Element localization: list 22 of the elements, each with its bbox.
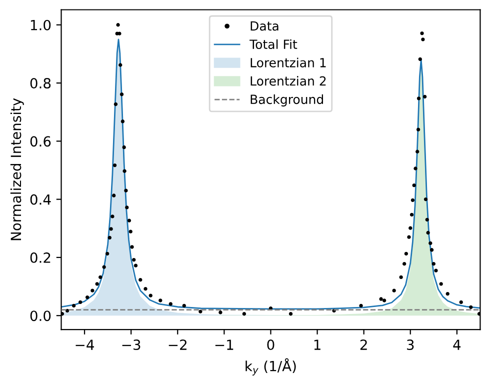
legend-label: Lorentzian 1 — [250, 58, 326, 68]
y-tick-label: 0.6 — [30, 136, 51, 147]
y-tick-label: 0.0 — [30, 310, 51, 322]
x-tick-label: 1 — [314, 340, 320, 350]
legend-label: Total Fit — [250, 39, 298, 50]
x-tick-label: 0 — [267, 340, 274, 350]
y-tick-label: 0.4 — [30, 194, 51, 205]
y-tick-label: 0.8 — [30, 78, 51, 88]
x-tick-label: −1 — [215, 340, 234, 350]
x-tick-label: −3 — [122, 340, 140, 350]
y-axis-title: Normalized Intensity — [10, 98, 24, 240]
legend-label: Data — [250, 21, 278, 31]
x-tick-label: 3 — [407, 340, 414, 350]
x-tick-label: 2 — [360, 340, 367, 350]
x-tick-label: −2 — [168, 340, 186, 350]
legend-label: Lorentzian 2 — [250, 76, 326, 86]
legend-label: Background — [250, 94, 323, 106]
y-tick-label: 1.0 — [30, 20, 51, 30]
x-axis-title: k$_{y}$ (1/Å) — [246, 358, 296, 376]
x-tick-label: −4 — [76, 340, 94, 350]
x-tick-label: 4 — [453, 340, 461, 350]
y-tick-label: 0.2 — [30, 252, 50, 263]
